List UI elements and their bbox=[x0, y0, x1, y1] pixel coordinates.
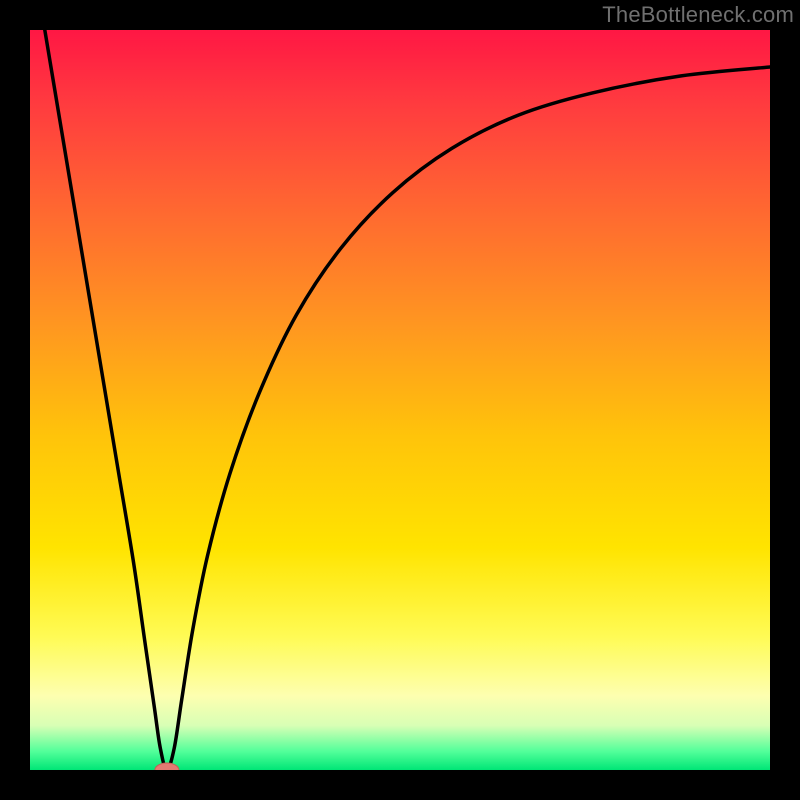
watermark-text: TheBottleneck.com bbox=[602, 2, 794, 28]
chart-svg bbox=[30, 30, 770, 770]
chart-container: TheBottleneck.com bbox=[0, 0, 800, 800]
plot-area bbox=[30, 30, 770, 770]
gradient-background bbox=[30, 30, 770, 770]
